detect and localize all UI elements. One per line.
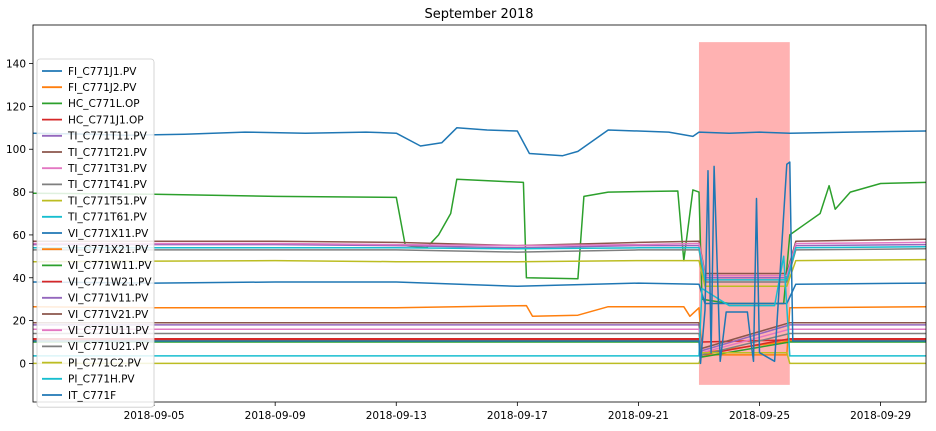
plot-frame <box>32 24 927 403</box>
x-axis: 2018-09-05 2018-09-09 2018-09-13 2018-09-17… <box>124 402 911 422</box>
chart-title: September 2018 <box>424 7 533 22</box>
x-tick-label: 2018-09-17 <box>487 410 548 422</box>
y-tick-label: 60 <box>13 230 26 242</box>
series-line-16 <box>33 328 926 354</box>
series-line-2 <box>32 178 927 305</box>
legend-label: VI_C771U11.PV <box>68 325 150 337</box>
legend-label: TI_C771T31.PV <box>67 163 148 175</box>
x-tick-label: 2018-09-05 <box>124 410 185 422</box>
legend-box <box>36 58 155 408</box>
series-line-1 <box>32 304 927 356</box>
legend-label: IT_C771F <box>68 390 116 402</box>
series-line-18 <box>33 351 926 365</box>
legend-label: VI_C771V11.PV <box>68 293 149 305</box>
y-tick-label: 40 <box>13 273 26 285</box>
y-axis: 0 20 40 60 80 100 120 140 <box>6 59 33 370</box>
series-line-19 <box>33 255 926 357</box>
y-tick-label: 0 <box>19 358 26 370</box>
legend-label: VI_C771X21.PV <box>68 244 149 256</box>
y-tick-label: 140 <box>6 59 26 71</box>
legend-label: TI_C771T11.PV <box>67 131 148 143</box>
legend-label: HC_C771L.OP <box>68 98 140 110</box>
x-tick-label: 2018-09-25 <box>729 410 790 422</box>
series-line-0 <box>32 127 927 157</box>
x-tick-label: 2018-09-29 <box>850 410 911 422</box>
x-tick-label: 2018-09-21 <box>608 410 669 422</box>
series-line-15 <box>33 321 926 350</box>
x-tick-label: 2018-09-13 <box>366 410 427 422</box>
y-tick-label: 100 <box>6 144 26 156</box>
series-line-10 <box>32 281 927 305</box>
x-tick-label: 2018-09-09 <box>245 410 306 422</box>
series-line-17 <box>33 332 926 356</box>
legend-label: PI_C771H.PV <box>68 374 135 386</box>
series-line-11 <box>33 340 926 354</box>
legend-label: VI_C771W21.PV <box>68 276 152 288</box>
legend: FI_C771J1.PV FI_C771J2.PV HC_C771L.OP HC_C7… <box>36 58 155 408</box>
legend-label: HC_C771J1.OP <box>68 114 144 126</box>
y-tick-label: 20 <box>13 316 26 328</box>
series-line-20 <box>33 161 926 365</box>
legend-label: FI_C771J2.PV <box>68 82 137 94</box>
legend-label: VI_C771U21.PV <box>68 341 150 353</box>
series-line-12 <box>33 341 926 358</box>
legend-label: TI_C771T41.PV <box>67 179 148 191</box>
y-tick-label: 80 <box>13 187 26 199</box>
legend-label: VI_C771V21.PV <box>68 309 149 321</box>
legend-label: TI_C771T51.PV <box>67 195 148 207</box>
legend-label: VI_C771W11.PV <box>68 260 152 272</box>
legend-label: VI_C771X11.PV <box>68 228 149 240</box>
legend-label: TI_C771T21.PV <box>67 147 148 159</box>
y-tick-label: 120 <box>6 101 26 113</box>
legend-label: PI_C771C2.PV <box>68 357 142 369</box>
legend-label: TI_C771T61.PV <box>67 212 148 224</box>
legend-label: FI_C771J1.PV <box>68 66 137 78</box>
